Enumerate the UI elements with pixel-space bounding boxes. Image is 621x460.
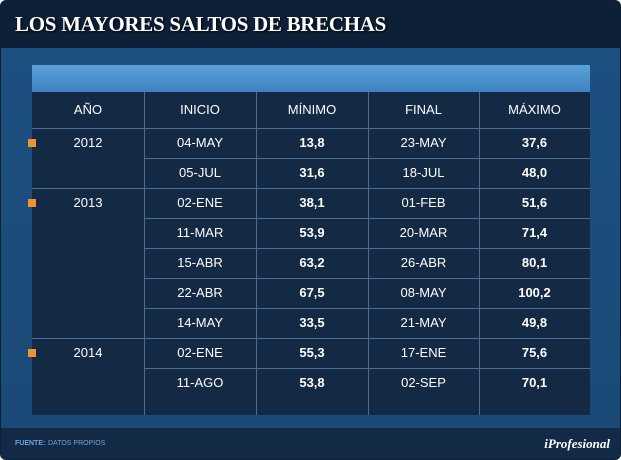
table-cell-maximo: 49,8 [521, 315, 548, 330]
table-cell-maximo: 100,2 [518, 285, 551, 300]
table-cell-inicio: 11-MAR [176, 225, 224, 240]
group-divider [32, 338, 590, 339]
table-cell-minimo: 33,5 [299, 315, 325, 330]
column-divider [479, 92, 480, 415]
column-divider [368, 92, 369, 415]
table-cell-final: 02-SEP [401, 375, 446, 390]
column-divider [256, 92, 257, 415]
row-divider [144, 368, 590, 369]
table-cell-minimo: 55,3 [299, 345, 325, 360]
table-cell-minimo: 63,2 [299, 255, 325, 270]
table-cell-final: 17-ENE [400, 345, 447, 360]
row-divider [144, 278, 590, 279]
table-cell-final: 23-MAY [400, 135, 447, 150]
footer: FUENTE: DATOS PROPIOS iProfesional [1, 428, 620, 459]
year-cell: 2014 [73, 345, 103, 360]
column-header: INICIO [180, 102, 220, 117]
column-header: MÍNIMO [287, 102, 337, 117]
table-cell-final: 18-JUL [402, 165, 445, 180]
year-cell: 2012 [73, 135, 103, 150]
row-divider [144, 158, 590, 159]
table-cell-final: 21-MAY [400, 315, 447, 330]
year-marker-icon [28, 139, 36, 147]
row-divider [144, 218, 590, 219]
source-value: DATOS PROPIOS [48, 440, 106, 447]
table-cell-maximo: 48,0 [521, 165, 548, 180]
source-label: FUENTE: [15, 440, 46, 447]
table-cell-minimo: 31,6 [299, 165, 325, 180]
table-cell-minimo: 13,8 [299, 135, 325, 150]
column-header: MÁXIMO [508, 102, 561, 117]
table-cell-maximo: 70,1 [521, 375, 548, 390]
table-cell-inicio: 11-AGO [176, 375, 224, 390]
brand-logo: iProfesional [544, 436, 610, 451]
table-cell-maximo: 75,6 [521, 345, 548, 360]
table-cell-final: 08-MAY [400, 285, 447, 300]
table-cell-minimo: 53,8 [299, 375, 325, 390]
table-cell-inicio: 02-ENE [177, 195, 223, 210]
group-divider [32, 128, 590, 129]
table-cell-minimo: 53,9 [299, 225, 325, 240]
year-marker-icon [28, 349, 36, 357]
table-cell-maximo: 37,6 [521, 135, 548, 150]
title-bar: LOS MAYORES SALTOS DE BRECHAS [1, 1, 620, 48]
column-header: FINAL [405, 102, 442, 117]
table-cell-inicio: 22-ABR [177, 285, 223, 300]
year-marker-icon [28, 199, 36, 207]
column-divider [144, 92, 145, 415]
table-cell-final: 01-FEB [401, 195, 446, 210]
table-header-band [32, 65, 590, 92]
table-cell-inicio: 04-MAY [177, 135, 223, 150]
content-area: AÑO INICIO MÍNIMO FINAL MÁXIMO 2012 04-MAY 13,8… [1, 48, 620, 428]
table-cell-minimo: 67,5 [299, 285, 325, 300]
table-cell-inicio: 02-ENE [177, 345, 223, 360]
data-table: AÑO INICIO MÍNIMO FINAL MÁXIMO 2012 04-MAY 13,8… [32, 65, 590, 415]
table-cell-final: 26-ABR [400, 255, 447, 270]
table-cell-inicio: 14-MAY [177, 315, 223, 330]
table-cell-maximo: 80,1 [521, 255, 548, 270]
column-header: AÑO [73, 102, 103, 117]
row-divider [144, 248, 590, 249]
table-cell-maximo: 51,6 [521, 195, 548, 210]
table-cell-final: 20-MAR [399, 225, 448, 240]
table-cell-maximo: 71,4 [521, 225, 548, 240]
table-cell-minimo: 38,1 [299, 195, 325, 210]
row-divider [144, 308, 590, 309]
table-cell-inicio: 15-ABR [177, 255, 223, 270]
group-divider [32, 188, 590, 189]
year-cell: 2013 [73, 195, 103, 210]
chart-title: LOS MAYORES SALTOS DE BRECHAS [15, 12, 386, 36]
table-cell-inicio: 05-JUL [179, 165, 221, 180]
